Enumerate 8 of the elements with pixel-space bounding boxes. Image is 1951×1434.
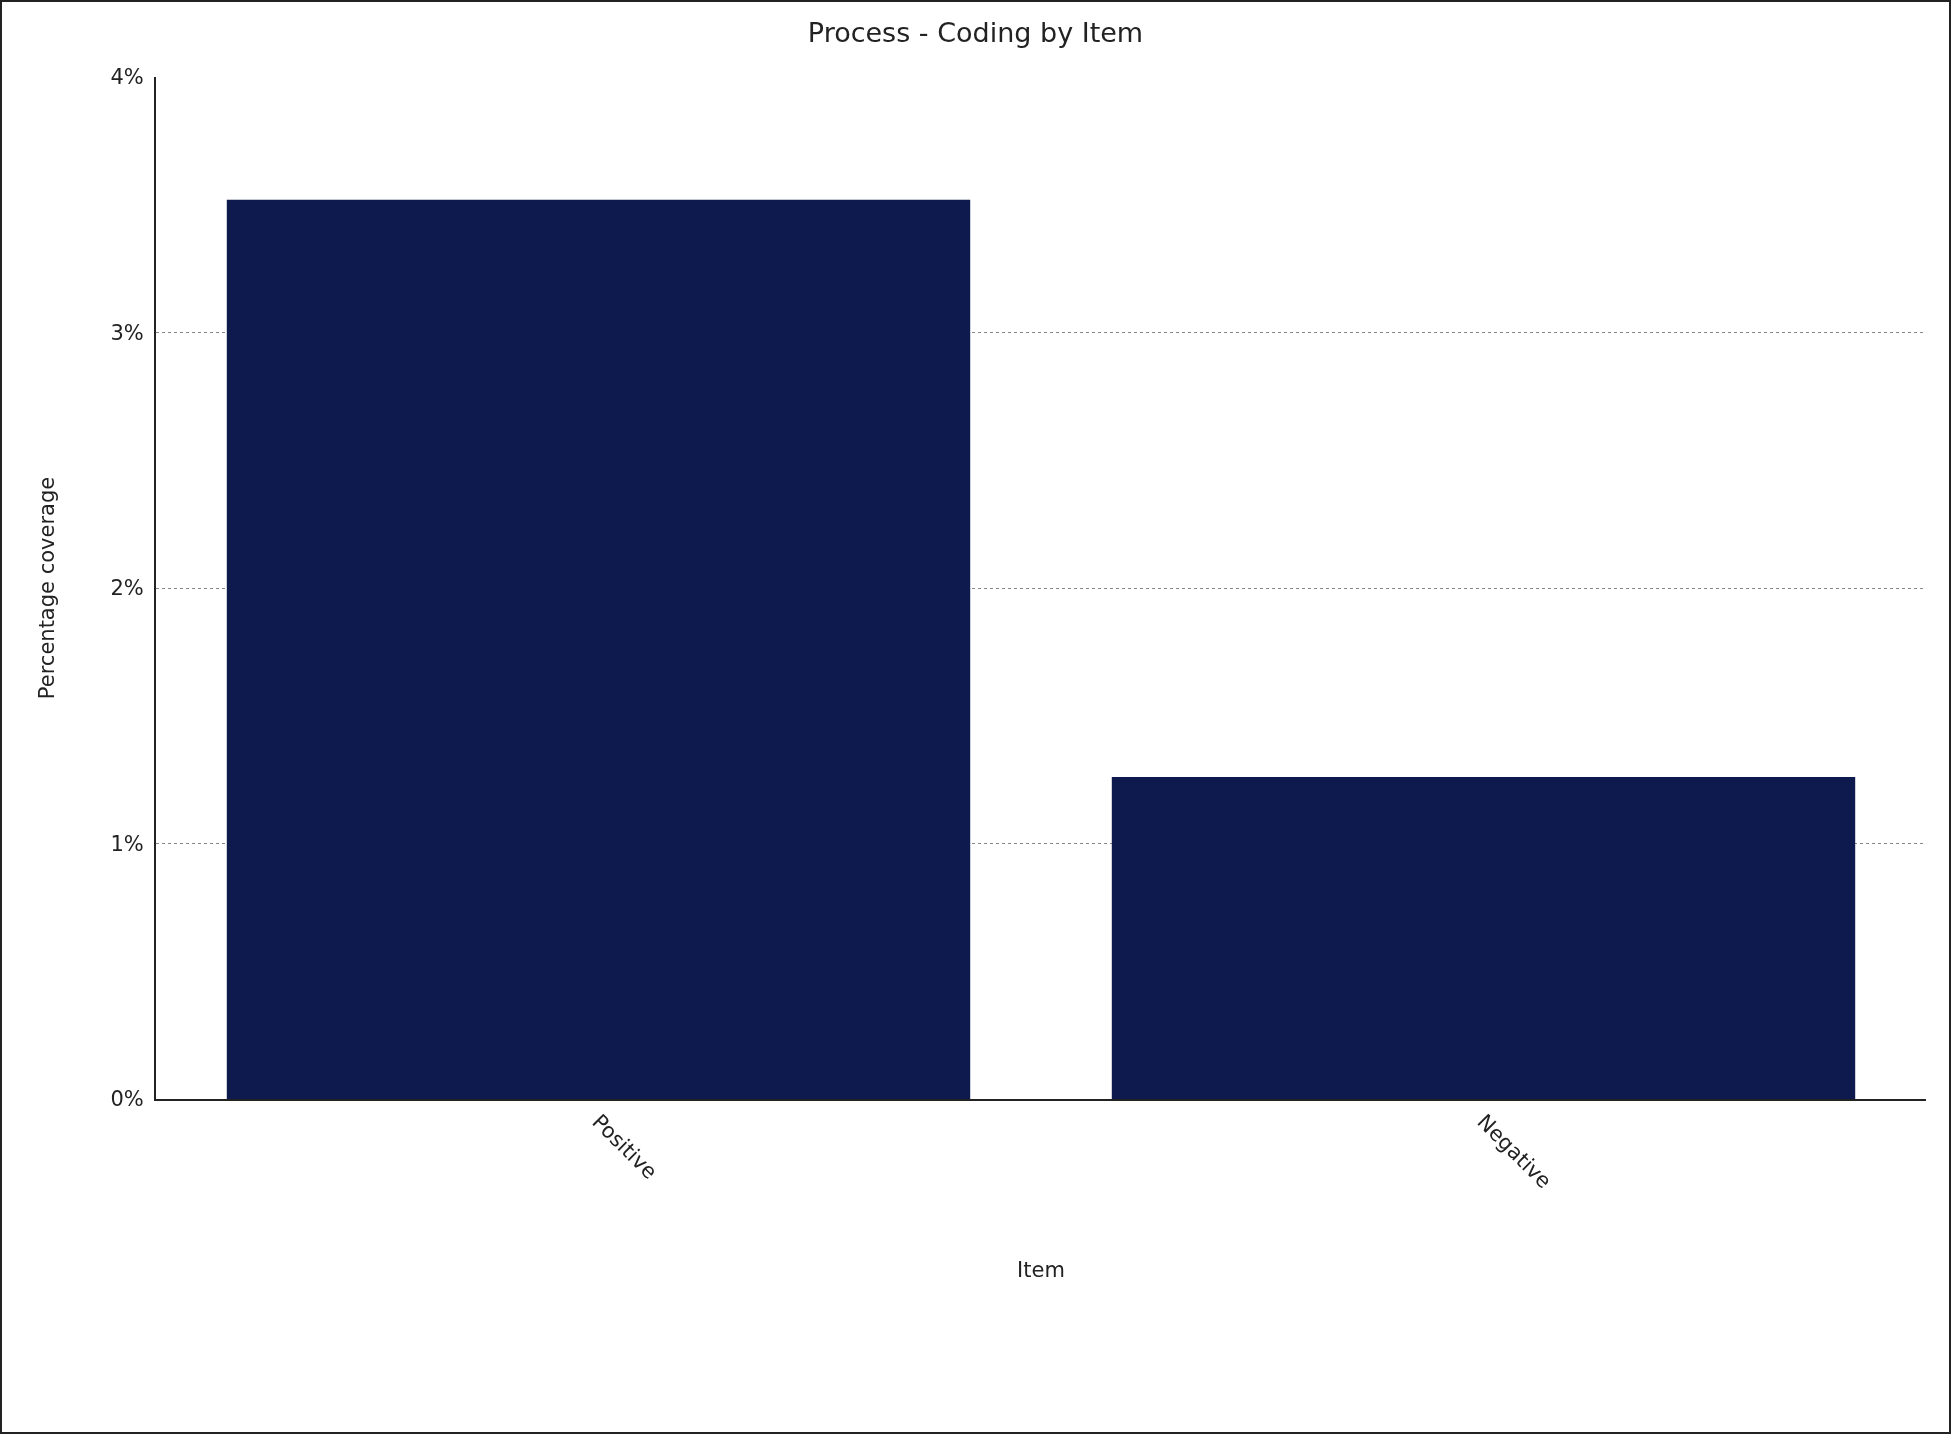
chart-title: Process - Coding by Item — [807, 17, 1144, 49]
y-axis-title: Percentage coverage — [35, 476, 60, 700]
y-tick-label: 4% — [110, 65, 144, 90]
y-tick-label: 1% — [110, 831, 144, 856]
y-tick-label: 2% — [110, 576, 144, 601]
y-tick-label: 0% — [110, 1087, 144, 1112]
x-axis-title: Item — [1017, 1258, 1065, 1282]
y-tick-label: 3% — [110, 320, 144, 345]
